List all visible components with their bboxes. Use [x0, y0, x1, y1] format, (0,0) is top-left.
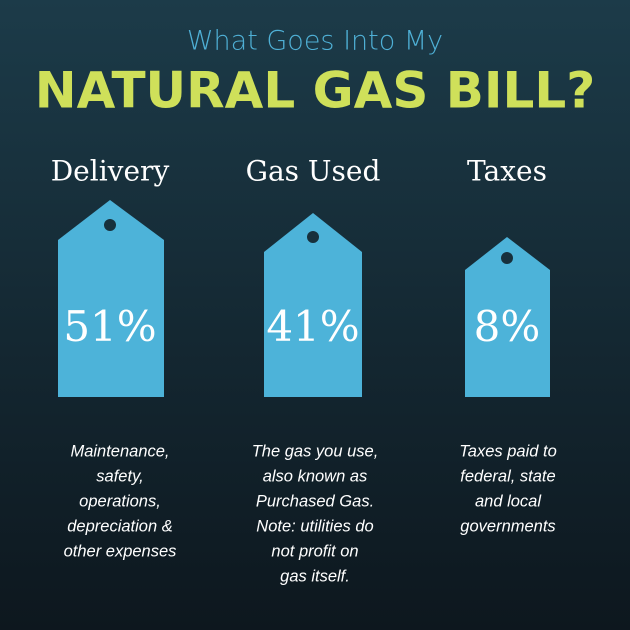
description-line: also known as — [263, 467, 368, 485]
percent: 51% — [63, 302, 156, 351]
description-line: governments — [460, 517, 555, 535]
item-label: Delivery — [51, 155, 170, 188]
kicker: What Goes Into My — [187, 26, 443, 57]
description-line: The gas you use, — [252, 442, 379, 460]
description-line: Maintenance, — [70, 442, 169, 460]
description-line: Purchased Gas. — [256, 492, 374, 510]
percent: 8% — [474, 302, 541, 351]
description-line: not profit on — [271, 542, 358, 560]
price-tag — [465, 237, 550, 397]
description-line: Note: utilities do — [256, 517, 373, 535]
price-tag — [264, 213, 362, 397]
description-line: gas itself. — [280, 567, 350, 585]
price-tag — [58, 200, 164, 397]
item-label: Gas Used — [246, 155, 381, 188]
title: NATURAL GAS BILL? — [35, 62, 595, 120]
tag-hole — [307, 231, 319, 243]
description-line: and local — [475, 492, 542, 510]
description-line: federal, state — [460, 467, 555, 485]
description-line: safety, — [96, 467, 143, 485]
tag-hole — [104, 219, 116, 231]
percent: 41% — [266, 302, 359, 351]
description-line: Taxes paid to — [459, 442, 557, 460]
description-line: operations, — [79, 492, 161, 510]
description-line: depreciation & — [67, 517, 173, 535]
tag-hole — [501, 252, 513, 264]
item-label: Taxes — [467, 155, 547, 188]
description-line: other expenses — [64, 542, 177, 560]
